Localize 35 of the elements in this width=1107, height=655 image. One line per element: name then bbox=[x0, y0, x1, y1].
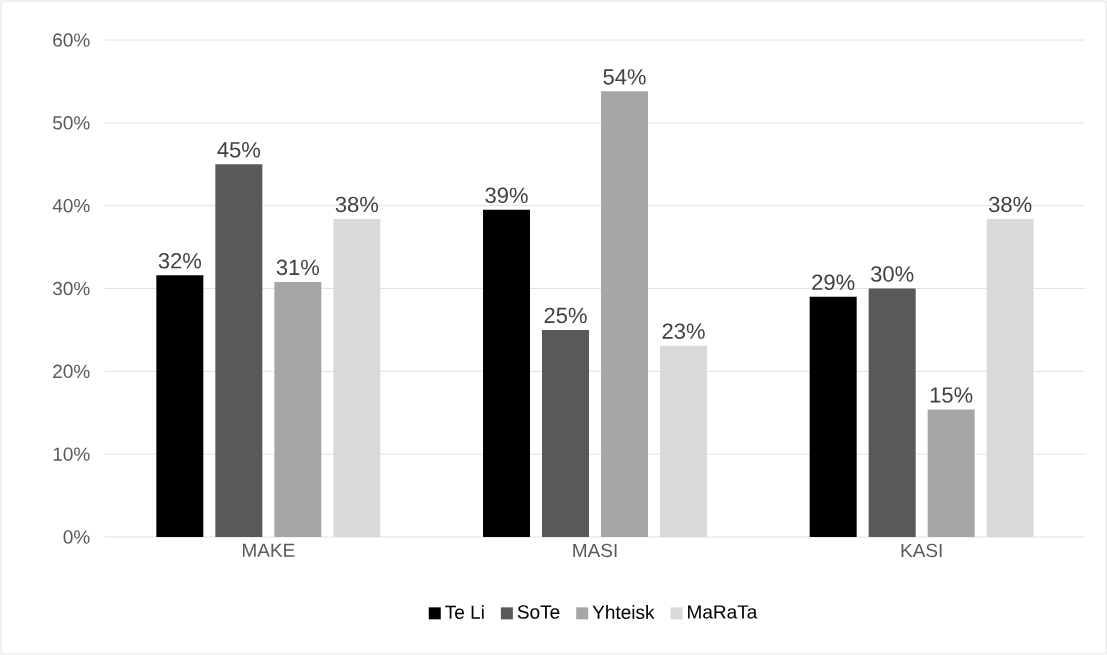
y-tick-label: 60% bbox=[53, 33, 90, 47]
data-label: 23% bbox=[662, 323, 705, 339]
data-label: 39% bbox=[485, 187, 528, 204]
bar bbox=[927, 409, 975, 537]
data-label: 25% bbox=[544, 307, 587, 324]
data-label: 15% bbox=[930, 387, 973, 403]
legend-label: SoTe bbox=[517, 605, 560, 619]
data-label: 32% bbox=[158, 252, 202, 269]
data-label: 30% bbox=[871, 266, 914, 282]
bar bbox=[274, 281, 322, 537]
y-tick-label: 50% bbox=[53, 116, 90, 130]
y-tick-label: 20% bbox=[53, 364, 90, 379]
bar bbox=[215, 164, 263, 537]
bar bbox=[809, 296, 857, 537]
bar bbox=[868, 288, 916, 537]
data-label: 54% bbox=[603, 69, 646, 85]
bar bbox=[483, 209, 531, 537]
x-tick-label: MASI bbox=[573, 543, 617, 558]
legend-label: MaRaTa bbox=[688, 605, 758, 619]
data-label: 31% bbox=[276, 259, 320, 276]
y-tick-label: 40% bbox=[52, 198, 90, 213]
data-label: 38% bbox=[989, 196, 1032, 213]
bar bbox=[601, 91, 649, 537]
x-tick-label: MAKE bbox=[242, 543, 295, 557]
bar bbox=[542, 329, 590, 537]
data-label: 29% bbox=[812, 274, 855, 291]
x-tick-label: KASI bbox=[901, 543, 942, 558]
y-tick-label: 0% bbox=[63, 530, 90, 544]
y-tick-label: 10% bbox=[53, 447, 90, 461]
data-label: 38% bbox=[335, 196, 379, 213]
legend-label: Te Li bbox=[445, 605, 484, 619]
y-tick-label: 30% bbox=[52, 281, 90, 296]
legend-label: Yhteisk bbox=[592, 605, 655, 619]
bar bbox=[156, 275, 204, 537]
data-label: 45% bbox=[217, 142, 261, 158]
